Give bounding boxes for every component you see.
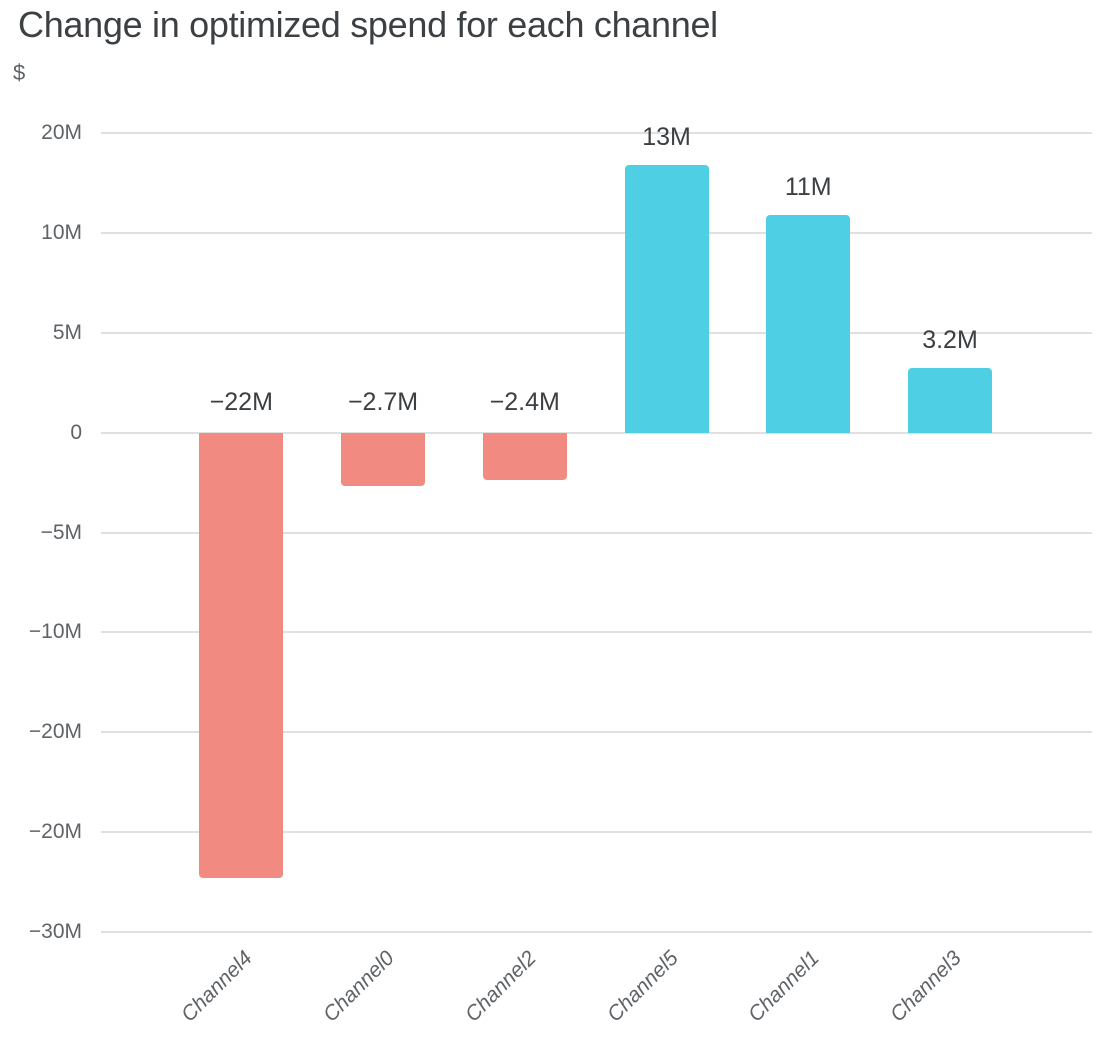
y-gridline <box>101 831 1092 834</box>
x-axis-label-channel1: Channel1 <box>744 946 825 1027</box>
y-tick-label: 10M <box>41 220 82 244</box>
y-gridline <box>101 132 1092 134</box>
x-axis-label-channel3: Channel3 <box>885 946 966 1027</box>
x-axis-label-channel0: Channel0 <box>318 946 399 1027</box>
bar-value-label-channel0: −2.7M <box>347 387 419 416</box>
bar-value-label-channel1: 11M <box>784 172 832 201</box>
bar-value-label-channel5: 13M <box>642 122 691 151</box>
y-gridline <box>101 631 1092 634</box>
bar-channel4[interactable] <box>199 432 284 879</box>
y-gridline <box>101 431 1092 434</box>
x-axis-label-channel5: Channel5 <box>602 946 683 1027</box>
bar-channel1[interactable] <box>766 214 851 433</box>
y-gridline <box>101 531 1092 534</box>
chart-title: Change in optimized spend for each chann… <box>18 4 718 45</box>
x-axis-label-channel4: Channel4 <box>177 946 258 1027</box>
bar-channel3[interactable] <box>908 368 992 433</box>
y-tick-label: −5M <box>40 520 82 544</box>
y-tick-label: −10M <box>28 620 82 644</box>
y-tick-label: 0 <box>70 420 82 444</box>
y-gridline <box>101 731 1092 734</box>
y-gridline <box>101 331 1092 334</box>
y-tick-label: 5M <box>52 320 82 344</box>
y-tick-label: −20M <box>28 720 82 744</box>
y-tick-label: −30M <box>28 920 82 943</box>
y-tick-label: −20M <box>28 820 82 844</box>
bar-channel0[interactable] <box>341 432 426 486</box>
bar-value-label-channel2: −2.4M <box>489 387 560 416</box>
y-gridline <box>101 231 1092 234</box>
bar-channel5[interactable] <box>624 164 709 433</box>
y-gridline <box>101 931 1092 933</box>
bar-value-label-channel3: 3.2M <box>922 326 978 355</box>
bar-channel2[interactable] <box>482 432 567 480</box>
y-tick-label: 20M <box>41 121 82 144</box>
bar-value-label-channel4: −22M <box>209 387 273 416</box>
y-axis-unit-label: $ <box>13 60 26 85</box>
x-axis-label-channel2: Channel2 <box>460 946 541 1027</box>
